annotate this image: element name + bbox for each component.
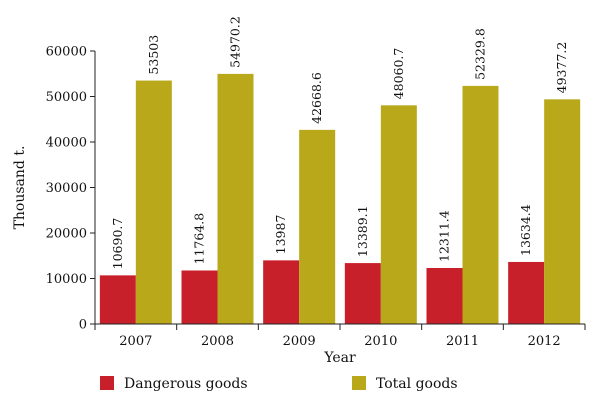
bar-dangerous-goods-2011	[426, 267, 463, 324]
data-label-total-goods-2011: 52329.8	[473, 28, 488, 80]
bar-total-goods-2012	[544, 99, 581, 324]
x-tick-label-2008: 2008	[201, 334, 234, 349]
data-label-total-goods-2009: 42668.6	[309, 72, 324, 124]
legend-label-total-goods: Total goods	[376, 376, 458, 392]
bar-total-goods-2010	[380, 105, 417, 324]
x-axis-ticks: 2007 2008 2009 2010 2011 2012	[94, 324, 586, 349]
data-label-total-goods-2012: 49377.2	[554, 42, 569, 94]
x-tick-label-2009: 2009	[283, 334, 316, 349]
data-label-dangerous-goods-2008: 11764.8	[192, 213, 207, 265]
x-tick-label-2012: 2012	[528, 334, 561, 349]
data-label-total-goods-2010: 48060.7	[391, 48, 406, 100]
bars-group	[99, 73, 581, 325]
y-tick-label: 20000	[46, 227, 87, 242]
bar-total-goods-2011	[462, 85, 499, 324]
y-axis-ticks: 0 10000 20000 30000 40000 50000 60000	[46, 45, 95, 333]
legend-label-dangerous-goods: Dangerous goods	[124, 376, 248, 392]
legend-swatch-dangerous-goods	[100, 376, 114, 390]
bar-total-goods-2007	[135, 80, 172, 325]
legend: Dangerous goods Total goods	[100, 376, 458, 392]
bar-dangerous-goods-2008	[181, 270, 218, 324]
bar-dangerous-goods-2012	[508, 261, 545, 324]
y-axis-title: Thousand t.	[12, 146, 28, 230]
data-label-total-goods-2007: 53503	[146, 35, 161, 75]
y-tick-label: 30000	[46, 181, 87, 196]
legend-swatch-total-goods	[352, 376, 366, 390]
bar-total-goods-2009	[299, 129, 336, 324]
x-tick-label-2010: 2010	[364, 334, 397, 349]
y-tick-label: 0	[79, 318, 87, 333]
data-label-dangerous-goods-2007: 10690.7	[110, 218, 125, 270]
data-label-dangerous-goods-2010: 13389.1	[355, 205, 370, 257]
y-tick-label: 10000	[46, 272, 87, 287]
data-label-dangerous-goods-2012: 13634.4	[518, 204, 533, 256]
y-tick-label: 50000	[46, 90, 87, 105]
x-tick-label-2011: 2011	[446, 334, 479, 349]
y-tick-label: 60000	[46, 45, 87, 60]
bar-total-goods-2008	[217, 73, 254, 324]
data-label-total-goods-2008: 54970.2	[228, 16, 243, 68]
data-labels-group: 10690.7 53503 11764.8 54970.2 13987 42668.6 13…	[110, 16, 569, 269]
y-tick-label: 40000	[46, 136, 87, 151]
x-tick-label-2007: 2007	[119, 334, 152, 349]
x-axis-title: Year	[323, 350, 356, 366]
bar-dangerous-goods-2007	[99, 275, 136, 324]
bar-dangerous-goods-2010	[344, 263, 381, 324]
data-label-dangerous-goods-2011: 12311.4	[437, 210, 452, 262]
bar-dangerous-goods-2009	[263, 260, 300, 324]
data-label-dangerous-goods-2009: 13987	[273, 215, 288, 255]
